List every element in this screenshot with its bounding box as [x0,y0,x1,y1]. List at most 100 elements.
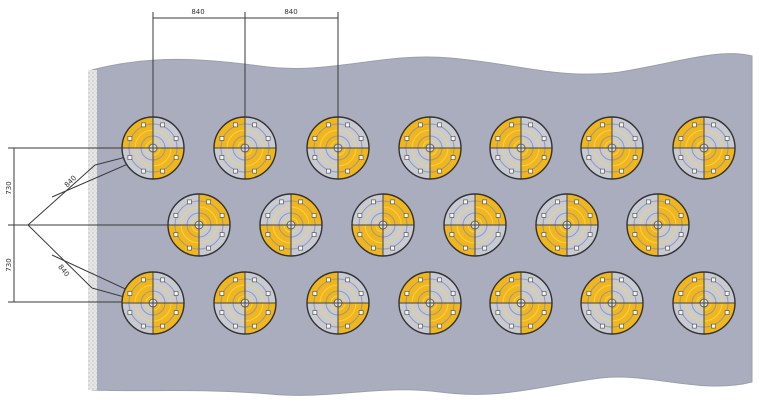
disc-tab [724,155,730,160]
disc-tab [509,122,514,128]
segmented-disc [306,271,370,335]
disc-tab [279,245,284,251]
disc-tab [160,277,165,283]
disc-tab [252,277,257,283]
disc-tab [390,245,395,251]
disc-tab [312,136,318,141]
disc-tab [437,122,442,128]
disc-tab [711,323,716,329]
disc-tab [587,213,593,218]
disc-tab [541,310,547,315]
disc-rim [398,116,462,180]
segmented-disc [489,116,553,180]
disc-tab [265,291,271,296]
disc-tab [418,122,423,128]
disc-rim [121,271,185,335]
disc-tab [449,213,455,218]
disc-tab [252,122,257,128]
segmented-disc [580,116,644,180]
segmented-disc [121,271,185,335]
disc-rim [306,116,370,180]
disc-tab [495,155,501,160]
disc-tab [298,199,303,205]
disc-tab [233,122,238,128]
disc-tab [141,168,146,174]
disc-tab [692,277,697,283]
disc-tab [509,323,514,329]
segmented-disc [213,116,277,180]
disc-tab [418,277,423,283]
disc-tab [528,277,533,283]
disc-tab [127,310,133,315]
disc-tab [345,168,350,174]
disc-tab [173,136,179,141]
disc-tab [450,291,456,296]
disc-tab [692,122,697,128]
disc-tab [587,232,593,237]
disc-tab [541,136,547,141]
disc-rim [489,271,553,335]
disc-tab [345,122,350,128]
disc-rim [580,116,644,180]
disc-tab [127,291,133,296]
disc-tab [450,310,456,315]
disc-tab [463,199,468,205]
disc-tab [345,323,350,329]
disc-tab [252,168,257,174]
disc-tab [495,232,501,237]
disc-tab [219,310,225,315]
disc-tab [326,122,331,128]
disc-tab [437,277,442,283]
disc-tab [619,122,624,128]
disc-tab [404,310,410,315]
disc-tab [312,155,318,160]
dim-label-top-right: 840 [284,8,297,16]
dim-label-left-lower: 730 [5,258,13,271]
segmented-disc [443,193,507,257]
disc-tab [495,291,501,296]
disc-tab [160,122,165,128]
disc-tab [418,323,423,329]
disc-rim [351,193,415,257]
disc-tab [358,136,364,141]
disc-tab [173,155,179,160]
disc-tab [403,232,409,237]
disc-rim [398,271,462,335]
disc-tab [482,199,487,205]
disc-tab [187,245,192,251]
disc-tab [358,155,364,160]
disc-tab [326,323,331,329]
segmented-disc [259,193,323,257]
disc-tab [555,199,560,205]
disc-tab [678,310,684,315]
disc-tab [219,291,225,296]
disc-tab [219,136,225,141]
disc-tab [390,199,395,205]
disc-rim [535,193,599,257]
disc-tab [403,213,409,218]
disc-tab [160,168,165,174]
disc-tab [586,291,592,296]
disc-tab [724,136,730,141]
disc-tab [206,199,211,205]
disc-tab [495,310,501,315]
disc-rim [672,116,736,180]
disc-rim [580,271,644,335]
disc-tab [495,213,501,218]
disc-tab [724,310,730,315]
segmented-disc [535,193,599,257]
disc-tab [404,291,410,296]
segmented-disc [398,116,462,180]
disc-tab [574,199,579,205]
disc-tab [141,277,146,283]
disc-tab [326,277,331,283]
disc-tab [724,291,730,296]
disc-tab [632,232,638,237]
disc-tab [233,277,238,283]
disc-tab [463,245,468,251]
disc-tab [711,277,716,283]
disc-rim [213,271,277,335]
disc-tab [311,213,317,218]
disc-tab [600,277,605,283]
disc-tab [632,155,638,160]
